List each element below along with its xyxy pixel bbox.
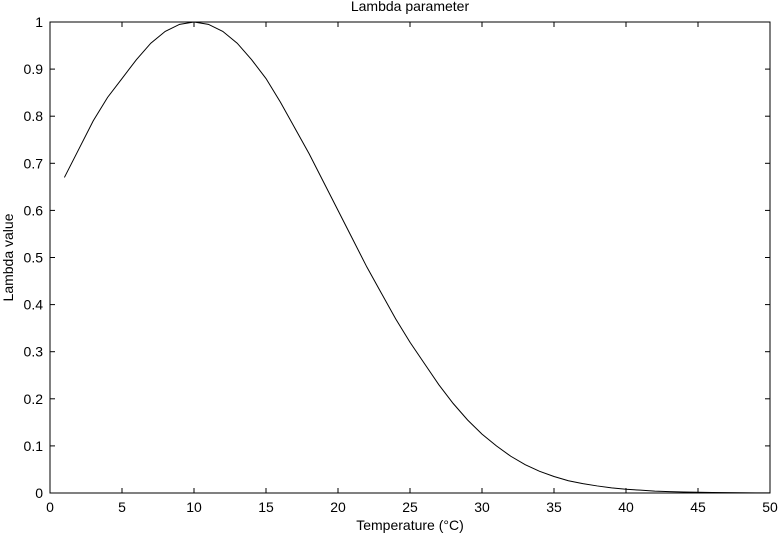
y-tick-label: 0.4 <box>24 297 44 313</box>
y-tick-label: 0.3 <box>24 344 44 360</box>
x-tick-label: 50 <box>762 499 778 515</box>
y-tick-label: 0.6 <box>24 202 44 218</box>
chart-title: Lambda parameter <box>351 0 470 14</box>
y-tick-label: 0.2 <box>24 391 44 407</box>
plot-frame <box>49 21 771 494</box>
y-tick-label: 0.9 <box>24 61 44 77</box>
lambda-series-line <box>63 21 771 494</box>
x-tick-label: 35 <box>546 499 562 515</box>
x-tick-label: 20 <box>330 499 346 515</box>
x-tick-labels: 0 5 10 15 20 25 30 35 40 45 50 <box>46 499 778 515</box>
y-tick-label: 0.5 <box>24 250 44 266</box>
y-axis-label: Lambda value <box>0 213 16 301</box>
y-tick-label: 0.8 <box>24 108 44 124</box>
x-tick-label: 45 <box>690 499 706 515</box>
x-tick-label: 30 <box>474 499 490 515</box>
x-axis-label: Temperature (°C) <box>356 517 464 533</box>
x-tick-label: 25 <box>402 499 418 515</box>
x-tick-label: 15 <box>258 499 274 515</box>
y-tick-label: 1 <box>35 14 43 30</box>
x-tick-label: 0 <box>46 499 54 515</box>
y-tick-label: 0.7 <box>24 155 44 171</box>
y-tick-label: 0.1 <box>24 438 44 454</box>
x-tick-label: 10 <box>186 499 202 515</box>
y-tick-label: 0 <box>35 485 43 501</box>
y-tick-labels: 0 0.1 0.2 0.3 0.4 0.5 0.6 0.7 0.8 0.9 1 <box>24 14 44 501</box>
x-tick-label: 40 <box>618 499 634 515</box>
ticks-group <box>49 21 771 494</box>
x-tick-label: 5 <box>118 499 126 515</box>
